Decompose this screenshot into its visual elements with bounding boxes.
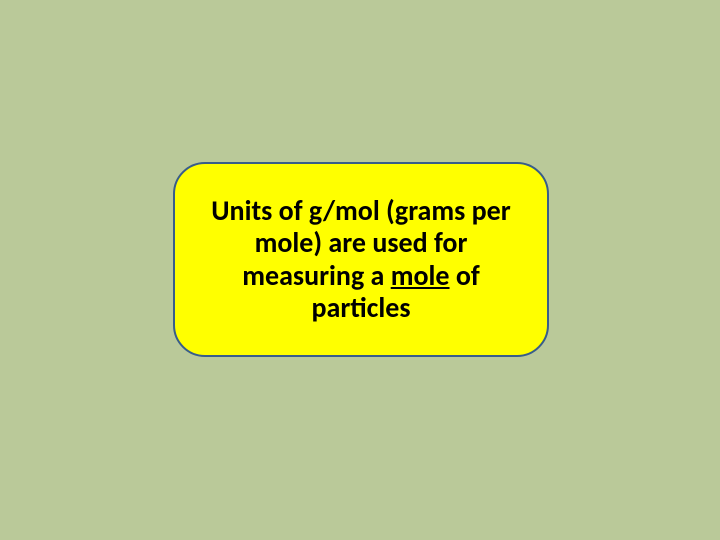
- info-card: Units of g/mol (grams per mole) are used…: [173, 162, 549, 357]
- underlined-word: mole: [391, 258, 450, 293]
- card-text: Units of g/mol (grams per mole) are used…: [197, 195, 525, 324]
